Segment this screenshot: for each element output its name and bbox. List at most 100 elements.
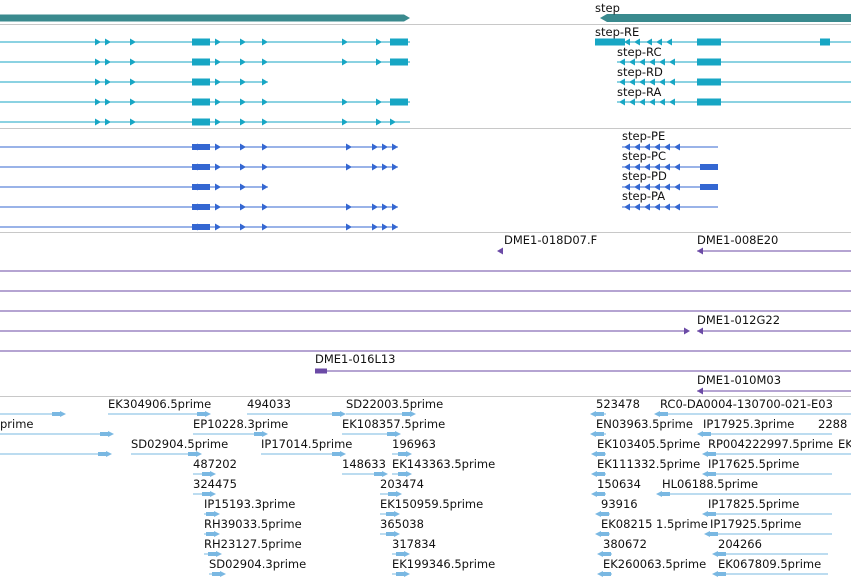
bac-clone-label[interactable]: DME1-010M03 bbox=[697, 373, 782, 387]
bac-clone-label[interactable]: DME1-008E20 bbox=[697, 233, 779, 247]
est-label[interactable]: EK103405.5prime bbox=[597, 437, 701, 451]
est-label[interactable]: IP15193.3prime bbox=[204, 497, 296, 511]
exon-arrow bbox=[262, 118, 268, 126]
est-label[interactable]: HL06188.5prime bbox=[662, 477, 759, 491]
est-label[interactable]: EK067809.5prime bbox=[718, 557, 822, 571]
transcript-label[interactable]: step-RC bbox=[617, 45, 662, 59]
exon-arrow bbox=[659, 78, 665, 86]
est-label[interactable]: EK bbox=[838, 437, 851, 451]
exon-arrow bbox=[215, 98, 221, 106]
exon-arrow bbox=[591, 451, 597, 457]
est-label[interactable]: 93916 bbox=[601, 497, 638, 511]
protein-label[interactable]: step-PA bbox=[622, 189, 666, 203]
bac-clone-arrow bbox=[497, 247, 503, 255]
exon-arrow bbox=[262, 98, 268, 106]
exon-block bbox=[212, 572, 220, 576]
exon-arrow bbox=[262, 58, 268, 66]
est-label[interactable]: EK143363.5prime bbox=[392, 457, 496, 471]
est-label[interactable]: 148633 bbox=[342, 457, 386, 471]
exon-arrow bbox=[376, 98, 382, 106]
est-label[interactable]: IP17625.5prime bbox=[708, 457, 800, 471]
est-label[interactable]: 487202 bbox=[193, 457, 237, 471]
exon-arrow bbox=[654, 143, 660, 151]
exon-arrow bbox=[95, 98, 101, 106]
est-label[interactable]: IP17014.5prime bbox=[261, 437, 353, 451]
est-label[interactable]: EN03963.5prime bbox=[596, 417, 693, 431]
exon-arrow bbox=[644, 183, 650, 191]
est-label[interactable]: 317834 bbox=[392, 537, 436, 551]
exon-arrow bbox=[130, 38, 136, 46]
exon-block bbox=[202, 472, 210, 476]
est-label[interactable]: IP17925.3prime bbox=[703, 417, 795, 431]
est-label[interactable]: RH23127.5prime bbox=[204, 537, 302, 551]
est-label[interactable]: 1.5prime bbox=[656, 517, 708, 531]
transcript-label[interactable]: step-RD bbox=[617, 65, 663, 79]
exon-arrow bbox=[95, 38, 101, 46]
exon-arrow bbox=[639, 98, 645, 106]
protein-label[interactable]: step-PE bbox=[622, 129, 666, 143]
exon-arrow bbox=[240, 78, 246, 86]
bac-clone-label[interactable]: DME1-016L13 bbox=[315, 352, 396, 366]
est-label[interactable]: 204266 bbox=[718, 537, 762, 551]
est-label[interactable]: 196963 bbox=[392, 437, 436, 451]
bac-clone-arrow bbox=[684, 327, 690, 335]
est-label[interactable]: RC0-DA0004-130700-021-E03 bbox=[660, 397, 833, 411]
est-label[interactable]: SD02904.3prime bbox=[209, 557, 307, 571]
exon-arrow bbox=[591, 471, 597, 477]
est-label[interactable]: SD02904.5prime bbox=[131, 437, 229, 451]
est-label[interactable]: EK108357.5prime bbox=[342, 417, 446, 431]
bac-clone-label[interactable]: DME1-018D07.F bbox=[504, 233, 598, 247]
exon-arrow bbox=[205, 411, 211, 417]
exon-arrow bbox=[629, 78, 635, 86]
exon-block bbox=[387, 432, 395, 436]
exon-arrow bbox=[674, 163, 680, 171]
exon-arrow bbox=[376, 38, 382, 46]
est-label[interactable]: EK304906.5prime bbox=[108, 397, 212, 411]
exon-arrow bbox=[702, 511, 708, 517]
est-label[interactable]: 523478 bbox=[596, 397, 640, 411]
est-label[interactable]: 324475 bbox=[193, 477, 237, 491]
exon-block bbox=[402, 412, 410, 416]
est-label[interactable]: EK150959.5prime bbox=[380, 497, 484, 511]
est-label[interactable]: 365038 bbox=[380, 517, 424, 531]
est-label[interactable]: 203474 bbox=[380, 477, 424, 491]
exon-arrow bbox=[597, 571, 603, 577]
est-label[interactable]: RH39033.5prime bbox=[204, 517, 302, 531]
exon-arrow bbox=[346, 223, 352, 231]
est-label[interactable]: 150634 bbox=[597, 477, 641, 491]
est-label[interactable]: IP17925.5prime bbox=[710, 517, 802, 531]
exon-arrow bbox=[130, 118, 136, 126]
protein-label[interactable]: step-PD bbox=[622, 169, 667, 183]
exon-arrow bbox=[382, 203, 388, 211]
exon-arrow bbox=[342, 58, 348, 66]
est-label[interactable]: prime bbox=[0, 417, 34, 431]
exon-arrow bbox=[649, 98, 655, 106]
exon-arrow bbox=[215, 78, 221, 86]
exon-arrow bbox=[646, 38, 652, 46]
est-label[interactable]: EK08215 bbox=[601, 517, 653, 531]
gene-label-step[interactable]: step bbox=[595, 1, 620, 15]
bac-clone-label[interactable]: DME1-012G22 bbox=[697, 313, 781, 327]
est-label[interactable]: 494033 bbox=[247, 397, 291, 411]
bac-clone-arrow bbox=[697, 327, 703, 335]
transcript-label[interactable]: step-RE bbox=[595, 25, 640, 39]
transcript-label[interactable]: step-RA bbox=[617, 85, 662, 99]
est-label[interactable]: EK260063.5prime bbox=[603, 557, 707, 571]
exon-arrow bbox=[382, 223, 388, 231]
est-label[interactable]: IP17825.5prime bbox=[708, 497, 800, 511]
exon-arrow bbox=[392, 163, 398, 171]
est-label[interactable]: SD22003.5prime bbox=[346, 397, 444, 411]
est-label[interactable]: 2288 bbox=[818, 417, 848, 431]
exon-arrow bbox=[240, 58, 246, 66]
est-label[interactable]: RP004222997.5prime bbox=[708, 437, 834, 451]
protein-label[interactable]: step-PC bbox=[622, 149, 666, 163]
est-label[interactable]: EP10228.3prime bbox=[193, 417, 289, 431]
est-label[interactable]: 380672 bbox=[603, 537, 647, 551]
est-label[interactable]: EK111332.5prime bbox=[597, 457, 701, 471]
exon-arrow bbox=[240, 38, 246, 46]
est-label[interactable]: EK199346.5prime bbox=[392, 557, 496, 571]
exon-arrow bbox=[130, 78, 136, 86]
exon-arrow bbox=[240, 203, 246, 211]
